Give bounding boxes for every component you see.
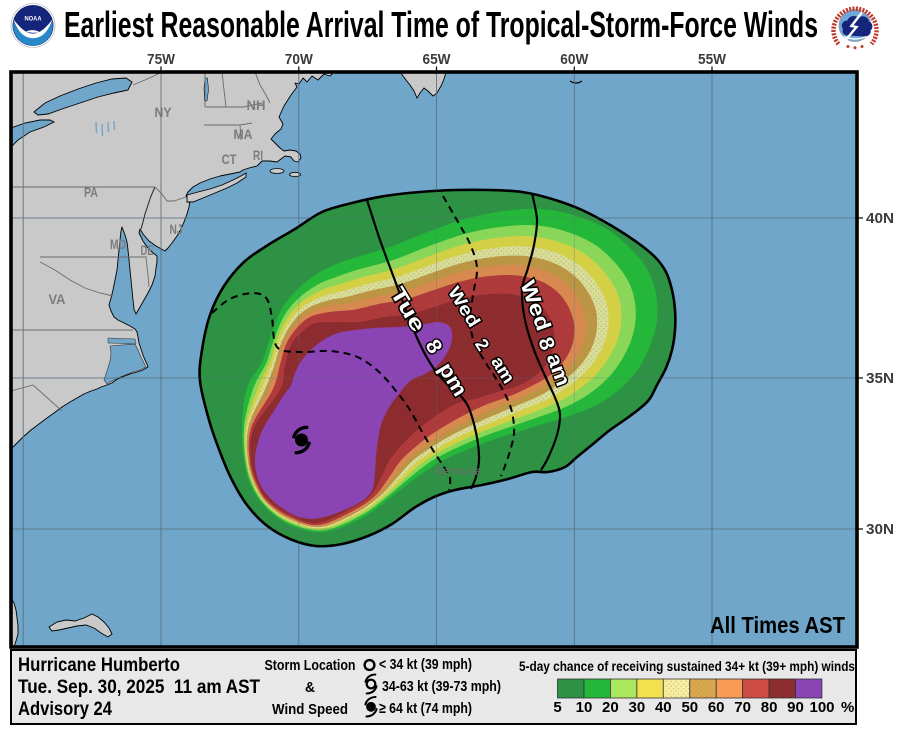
svg-text:NY: NY (155, 104, 173, 120)
svg-text:Earliest Reasonable Arrival Ti: Earliest Reasonable Arrival Time of Trop… (64, 4, 818, 45)
svg-text:MD: MD (110, 236, 126, 252)
svg-text:75W: 75W (147, 51, 176, 68)
svg-text:34-63 kt (39-73 mph): 34-63 kt (39-73 mph) (382, 678, 501, 695)
svg-text:30: 30 (629, 699, 646, 716)
svg-text:50: 50 (681, 699, 698, 716)
svg-text:30N: 30N (866, 521, 894, 538)
svg-text:NJ: NJ (170, 221, 183, 237)
svg-text:20: 20 (602, 699, 619, 716)
svg-text:80: 80 (761, 699, 778, 716)
svg-text:&: & (305, 679, 315, 696)
svg-text:Advisory 24: Advisory 24 (18, 699, 112, 720)
svg-text:55W: 55W (698, 51, 727, 68)
svg-text:60: 60 (708, 699, 725, 716)
svg-text:Bermuda: Bermuda (435, 464, 481, 478)
svg-text:< 34 kt (39 mph): < 34 kt (39 mph) (379, 656, 472, 673)
svg-text:40N: 40N (866, 210, 894, 227)
svg-text:All Times AST: All Times AST (710, 612, 845, 638)
svg-text:40: 40 (655, 699, 672, 716)
svg-text:VA: VA (49, 291, 66, 307)
svg-text:DE: DE (141, 242, 154, 258)
svg-text:CT: CT (222, 151, 237, 167)
svg-text:70W: 70W (285, 51, 314, 68)
svg-text:35N: 35N (866, 370, 894, 387)
svg-text:10: 10 (576, 699, 593, 716)
svg-text:60W: 60W (560, 51, 589, 68)
svg-text:100: 100 (809, 699, 834, 716)
svg-text:Wind Speed: Wind Speed (272, 701, 348, 718)
svg-text:Hurricane Humberto: Hurricane Humberto (18, 655, 180, 676)
svg-text:70: 70 (734, 699, 751, 716)
svg-text:65W: 65W (423, 51, 452, 68)
svg-text:%: % (841, 699, 854, 716)
svg-text:NH: NH (247, 97, 266, 113)
svg-text:5-day chance of receiving sust: 5-day chance of receiving sustained 34+ … (519, 659, 855, 674)
svg-text:≥ 64 kt (74 mph): ≥ 64 kt (74 mph) (379, 700, 472, 717)
svg-text:RI: RI (253, 147, 263, 163)
svg-text:90: 90 (787, 699, 804, 716)
svg-text:MA: MA (234, 126, 253, 142)
svg-text:Storm Location: Storm Location (265, 657, 356, 674)
svg-text:PA: PA (84, 184, 98, 200)
svg-text:NOAA: NOAA (25, 16, 42, 23)
svg-text:5: 5 (553, 699, 561, 716)
svg-text:Tue. Sep. 30, 2025 11 am AST: Tue. Sep. 30, 2025 11 am AST (18, 677, 260, 698)
